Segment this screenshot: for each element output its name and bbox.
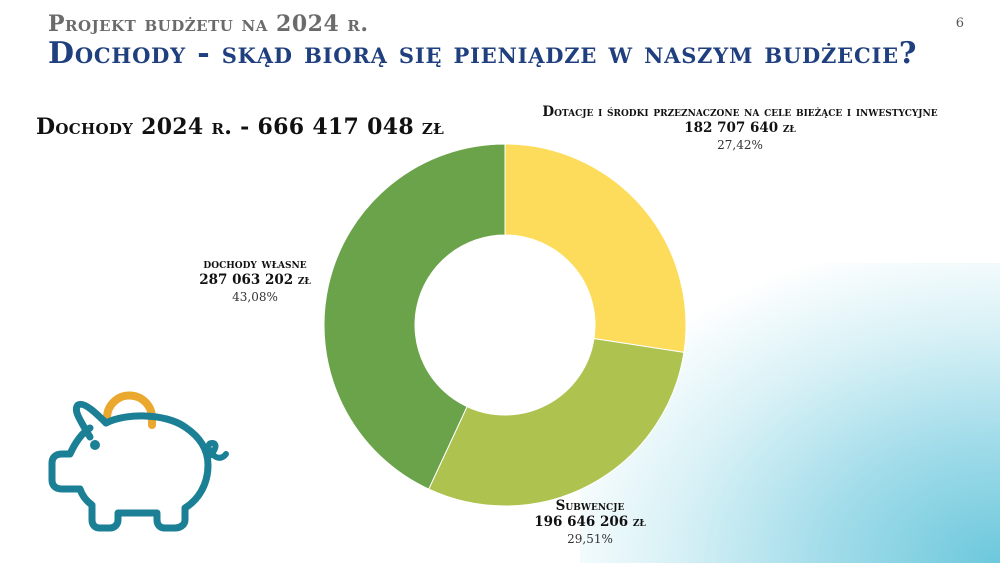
slice-name: Subwencje (555, 498, 625, 514)
slice-name: Dotacje i środki przeznaczone na cele bi… (542, 104, 938, 120)
slice-label-dochody-wlasne: dochody własne 287 063 202 zł 43,08% (160, 256, 350, 304)
slide-subtitle: Projekt budżetu na 2024 r. (48, 11, 369, 37)
slice-value: 196 646 206 zł (534, 514, 646, 530)
slice-subwencje (428, 338, 685, 507)
coin-icon (103, 391, 156, 429)
page-number: 6 (955, 16, 964, 31)
slice-dotacje (504, 143, 687, 353)
piggy-bank-icon (48, 391, 229, 532)
slice-dochody-wlasne (323, 143, 506, 490)
slice-value: 287 063 202 zł (199, 272, 311, 288)
slice-value: 182 707 640 zł (684, 120, 796, 136)
slice-label-subwencje: Subwencje 196 646 206 zł 29,51% (490, 498, 690, 546)
slice-name: dochody własne (203, 256, 307, 272)
slide-title: Dochody - skąd biorą się pieniądze w nas… (48, 36, 918, 71)
piggy-eye-icon (90, 440, 100, 450)
slice-percent: 43,08% (232, 290, 278, 304)
total-income-label: Dochody 2024 r. - 666 417 048 zł (36, 114, 445, 140)
slice-percent: 27,42% (717, 138, 763, 152)
slice-percent: 29,51% (567, 532, 613, 546)
slice-label-dotacje: Dotacje i środki przeznaczone na cele bi… (490, 104, 990, 152)
